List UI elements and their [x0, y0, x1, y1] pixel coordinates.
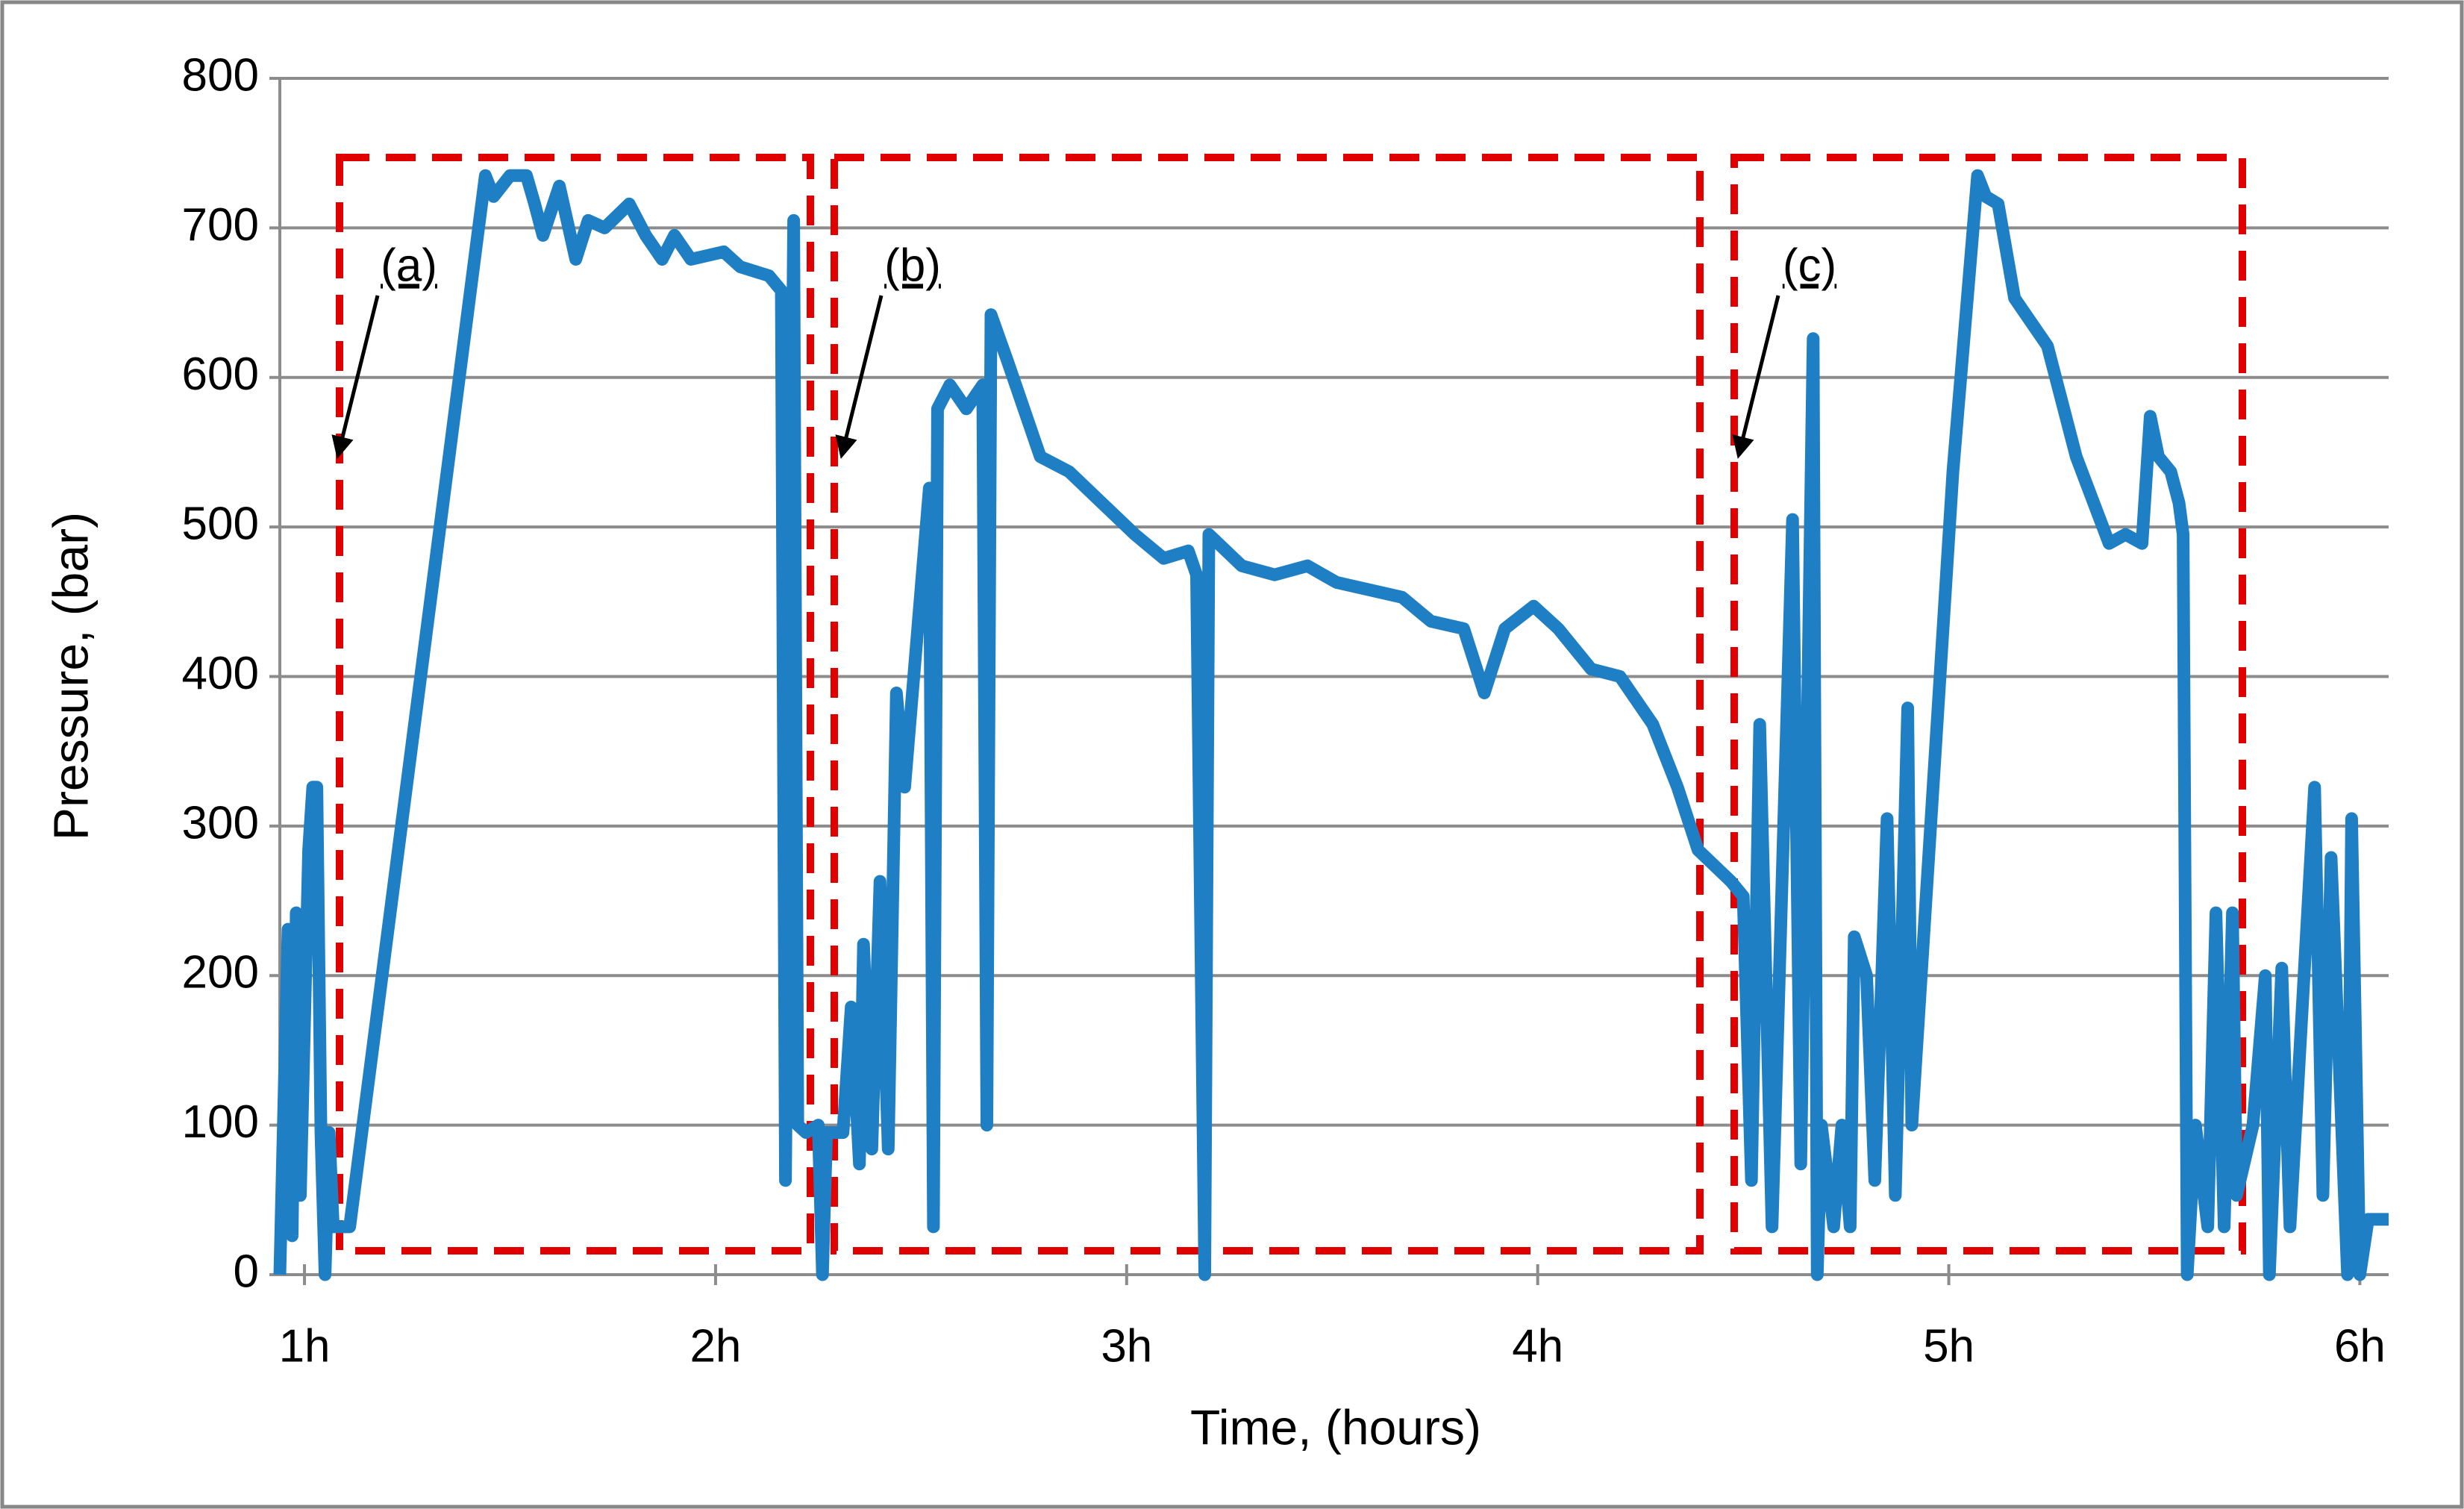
annotation-label: (b): [884, 240, 941, 291]
annotation-label: (c): [1783, 240, 1836, 291]
highlight-box: [1730, 154, 2246, 1255]
y-tick-label: 400: [182, 648, 259, 699]
annotation-label: (a): [381, 240, 437, 291]
y-tick-label: 600: [182, 349, 259, 400]
x-tick-label: 1h: [279, 1320, 331, 1372]
x-tick-label: 4h: [1512, 1320, 1563, 1372]
x-tick-label: 6h: [2334, 1320, 2386, 1372]
x-axis-title: Time, (hours): [1190, 1399, 1481, 1455]
y-tick-label: 300: [182, 797, 259, 849]
x-tick-label: 5h: [1923, 1320, 1974, 1372]
annotation-arrow: [1732, 295, 1780, 459]
y-axis-title: Pressure, (bar): [43, 512, 98, 840]
y-tick-label: 800: [182, 49, 259, 101]
x-tick-label: 2h: [690, 1320, 741, 1372]
annotation-arrow: [835, 295, 884, 459]
highlight-box: [831, 154, 1704, 1255]
y-tick-label: 700: [182, 199, 259, 251]
y-tick-label: 100: [182, 1096, 259, 1148]
y-tick-label: 0: [234, 1246, 259, 1297]
y-tick-label: 200: [182, 947, 259, 999]
highlight-box: [336, 154, 814, 1255]
y-tick-label: 500: [182, 499, 259, 550]
data-line: [273, 169, 2389, 1281]
annotation-arrow: [331, 295, 380, 459]
x-tick-label: 3h: [1101, 1320, 1152, 1372]
